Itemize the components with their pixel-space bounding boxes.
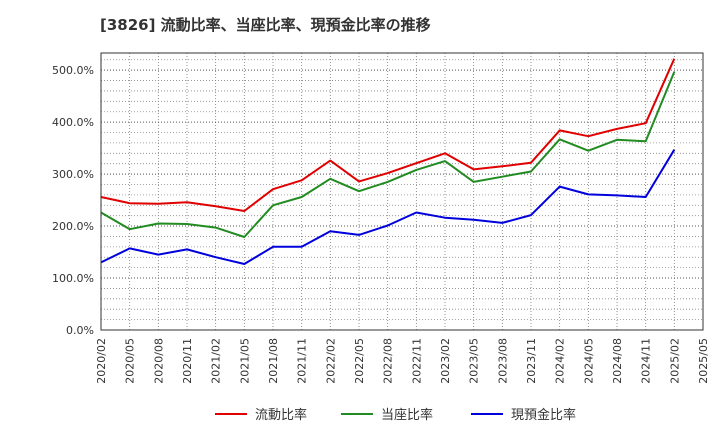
x-tick-label: 2025/02 (668, 338, 681, 384)
plot-frame (100, 52, 704, 331)
legend-label: 当座比率 (381, 407, 433, 423)
legend: 流動比率 当座比率 現預金比率 (215, 407, 576, 423)
series-line (100, 71, 676, 238)
y-tick-label: 400.0% (52, 116, 94, 129)
x-tick-label: 2022/02 (324, 338, 337, 384)
series-layer (100, 58, 676, 265)
x-tick-label: 2024/05 (582, 338, 595, 384)
x-tick-label: 2021/05 (238, 338, 251, 384)
x-tick-label: 2021/11 (296, 338, 309, 384)
x-tick-label: 2023/08 (496, 338, 509, 384)
y-tick-label: 300.0% (52, 168, 94, 181)
x-tick-label: 2020/05 (124, 338, 137, 384)
series-line (100, 58, 676, 212)
y-tick-label: 200.0% (52, 220, 94, 233)
x-tick-label: 2023/05 (468, 338, 481, 384)
x-tick-label: 2022/08 (382, 338, 395, 384)
x-tick-label: 2025/05 (697, 338, 710, 384)
axis-layer: 0.0% 100.0% 200.0% 300.0% 400.0% 500.0% 2020/0… (52, 52, 710, 384)
plot-area (101, 53, 703, 330)
legend-label: 現預金比率 (511, 407, 576, 423)
y-tick-label: 500.0% (52, 64, 94, 77)
x-tick-label: 2020/02 (95, 338, 108, 384)
x-tick-label: 2022/05 (353, 338, 366, 384)
series-line (100, 149, 676, 265)
x-tick-label: 2024/11 (640, 338, 653, 384)
x-tick-label: 2021/02 (210, 338, 223, 384)
x-tick-label: 2024/08 (611, 338, 624, 384)
x-tick-label: 2023/11 (525, 338, 538, 384)
y-tick-label: 100.0% (52, 272, 94, 285)
y-tick-label: 0.0% (66, 324, 94, 337)
legend-label: 流動比率 (255, 407, 307, 423)
x-tick-label: 2021/08 (267, 338, 280, 384)
x-tick-label: 2024/02 (554, 338, 567, 384)
x-tick-label: 2022/11 (410, 338, 423, 384)
x-tick-label: 2020/11 (181, 338, 194, 384)
grid-layer (100, 53, 704, 330)
x-tick-label: 2023/02 (439, 338, 452, 384)
chart-title: [3826] 流動比率、当座比率、現預金比率の推移 (100, 16, 431, 34)
x-tick-label: 2020/08 (152, 338, 165, 384)
